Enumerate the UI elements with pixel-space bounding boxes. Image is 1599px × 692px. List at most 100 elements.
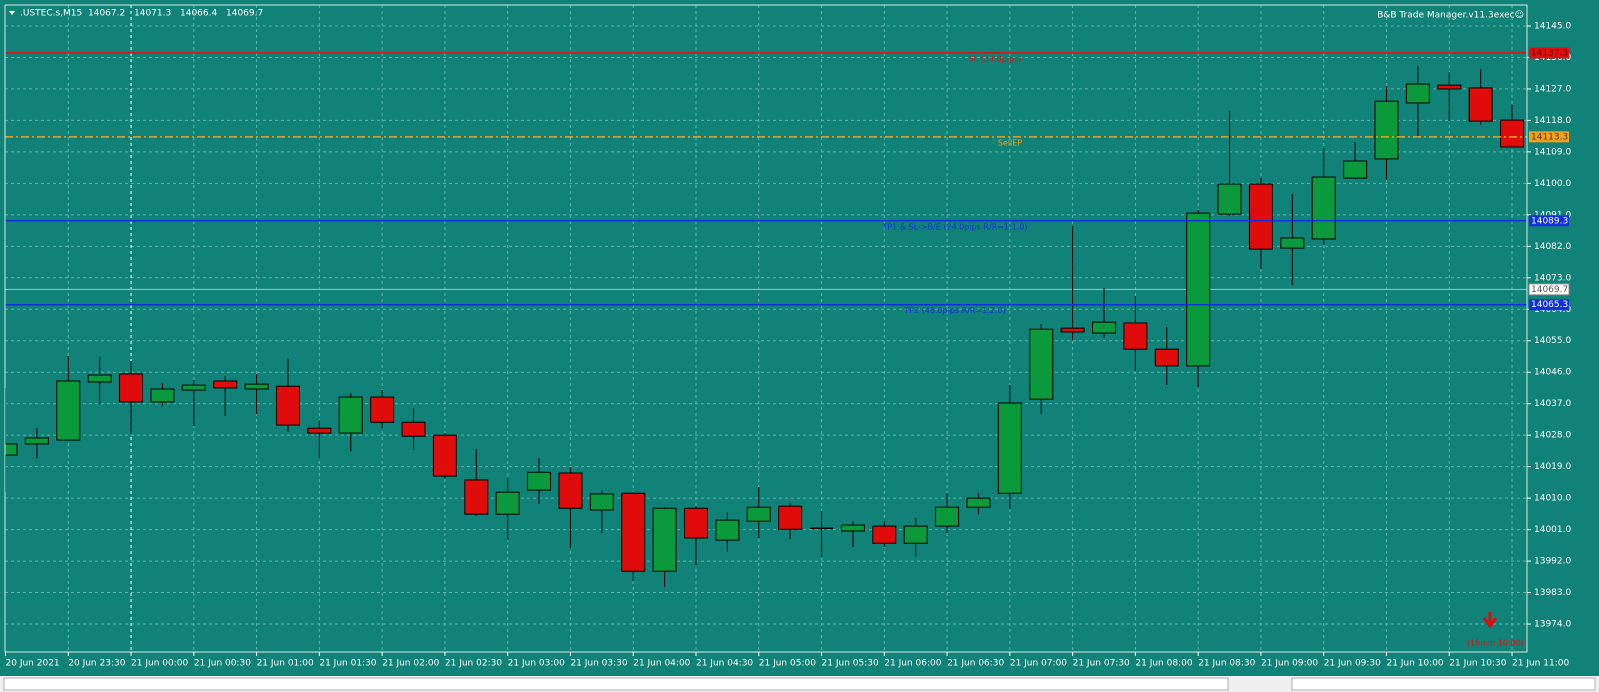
x-tick-label: 21 Jun 08:30 — [1198, 659, 1255, 669]
price-box — [1529, 299, 1569, 311]
candle-body — [1029, 328, 1054, 400]
candle-body — [840, 524, 865, 532]
y-tick-label: 13992.0 — [1534, 557, 1571, 567]
candle-body — [935, 506, 960, 527]
price-label: 14089.3 — [1531, 216, 1568, 226]
y-tick-label: 13974.0 — [1534, 620, 1571, 630]
y-tick-label: 14055.0 — [1534, 336, 1571, 346]
candle-body — [119, 373, 144, 403]
candle-body — [683, 507, 708, 539]
timer-label: (15min 10:00) — [1467, 639, 1524, 648]
y-tick-label: 14028.0 — [1534, 431, 1571, 441]
candle-body — [621, 492, 646, 572]
candle-body — [872, 525, 897, 544]
level-label: TP2 (48.0pips R/R=1:2.0) — [903, 306, 1006, 315]
y-tick-label: 14118.0 — [1534, 116, 1571, 126]
axes: 13974.0 13983.0 13992.0 14001.0 14010.0 14019… — [5, 21, 1571, 669]
candle-body — [1217, 183, 1242, 215]
x-tick-label: 20 Jun 23:30 — [68, 659, 125, 669]
candle-body — [1437, 84, 1462, 90]
x-tick-label: 21 Jun 08:00 — [1135, 659, 1192, 669]
tab[interactable] — [3, 677, 1229, 691]
x-tick-label: 21 Jun 02:30 — [445, 659, 502, 669]
x-tick-label: 21 Jun 05:00 — [759, 659, 816, 669]
y-tick-label: 14127.0 — [1534, 84, 1571, 94]
price-box — [1529, 131, 1569, 143]
menu-icon[interactable] — [9, 11, 15, 15]
x-tick-label: 21 Jun 09:30 — [1324, 659, 1381, 669]
candle-body — [275, 385, 300, 426]
y-tick-label: 14001.0 — [1534, 525, 1571, 535]
price-label: 14137.3 — [1531, 48, 1568, 58]
candle-body — [997, 402, 1022, 494]
sell-arrow — [1482, 612, 1498, 629]
candle-body — [1280, 237, 1305, 249]
candle-body — [746, 506, 771, 522]
candle-body — [1154, 348, 1179, 367]
x-tick-label: 21 Jun 09:00 — [1261, 659, 1318, 669]
candle-body — [432, 434, 457, 477]
candle-body — [370, 396, 395, 423]
candle-body — [903, 525, 928, 544]
candle-body — [1468, 87, 1493, 122]
y-tick-label: 14010.0 — [1534, 494, 1571, 504]
candle-body — [1248, 183, 1273, 250]
candle-body — [527, 471, 552, 491]
candle-body — [338, 396, 363, 434]
x-tick-label: 21 Jun 07:30 — [1073, 659, 1130, 669]
candle-body — [56, 380, 81, 441]
level-label: SellEP — [998, 138, 1023, 147]
x-tick-label: 21 Jun 01:30 — [319, 659, 376, 669]
x-tick-label: 21 Jun 10:30 — [1449, 659, 1506, 669]
candle-body — [1405, 83, 1430, 104]
candle-body — [1311, 176, 1336, 240]
candle-body — [1092, 321, 1117, 334]
plot-frame — [4, 4, 1528, 653]
candle-body — [715, 519, 740, 541]
y-tick-label: 13983.0 — [1534, 588, 1571, 598]
candle-body — [464, 479, 489, 515]
price-box — [1528, 283, 1570, 296]
x-tick-label: 21 Jun 11:00 — [1512, 659, 1569, 669]
candle-body — [87, 374, 112, 383]
x-tick-label: 21 Jun 00:00 — [131, 659, 188, 669]
x-tick-label: 21 Jun 03:00 — [508, 659, 565, 669]
x-tick-label: 21 Jun 00:30 — [194, 659, 251, 669]
header-value: 14069.7 — [226, 9, 263, 19]
chart-title: .USTEC.s,M15 — [20, 9, 82, 19]
candle-body — [181, 384, 206, 391]
candle-body — [558, 472, 583, 509]
x-tick-label: 21 Jun 01:00 — [257, 659, 314, 669]
candle-body — [244, 383, 269, 390]
x-tick-label: 21 Jun 10:00 — [1386, 659, 1443, 669]
candle-body — [1123, 322, 1148, 350]
candle-body — [307, 427, 332, 434]
price-box — [1529, 215, 1569, 227]
y-tick-label: 14037.0 — [1534, 399, 1571, 409]
header-value: 14071.3 — [134, 9, 171, 19]
candle-body — [652, 507, 677, 572]
y-tick-label: 14100.0 — [1534, 179, 1571, 189]
y-tick-label: 14019.0 — [1534, 462, 1571, 472]
x-tick-label: 21 Jun 02:00 — [382, 659, 439, 669]
candle-body — [589, 493, 614, 511]
x-tick-label: 21 Jun 04:00 — [633, 659, 690, 669]
header-values: 14067.2 14071.3 14066.4 14069.7 — [88, 9, 263, 19]
y-tick-label: 14109.0 — [1534, 147, 1571, 157]
y-tick-label: 14073.0 — [1534, 273, 1571, 283]
x-tick-label: 20 Jun 2021 — [6, 659, 60, 669]
candle-body — [1500, 119, 1525, 148]
price-label: 14065.3 — [1531, 300, 1568, 310]
x-tick-label: 21 Jun 03:30 — [570, 659, 627, 669]
level-label: SL (24.0pips) — [969, 54, 1022, 63]
candle-body — [966, 497, 991, 508]
current-price-label: 14069.7 — [1531, 285, 1568, 295]
tab[interactable] — [1291, 677, 1596, 691]
x-tick-label: 21 Jun 06:00 — [884, 659, 941, 669]
candle-body — [778, 505, 803, 530]
candle-body — [1343, 160, 1368, 179]
candle-body — [1060, 327, 1085, 333]
